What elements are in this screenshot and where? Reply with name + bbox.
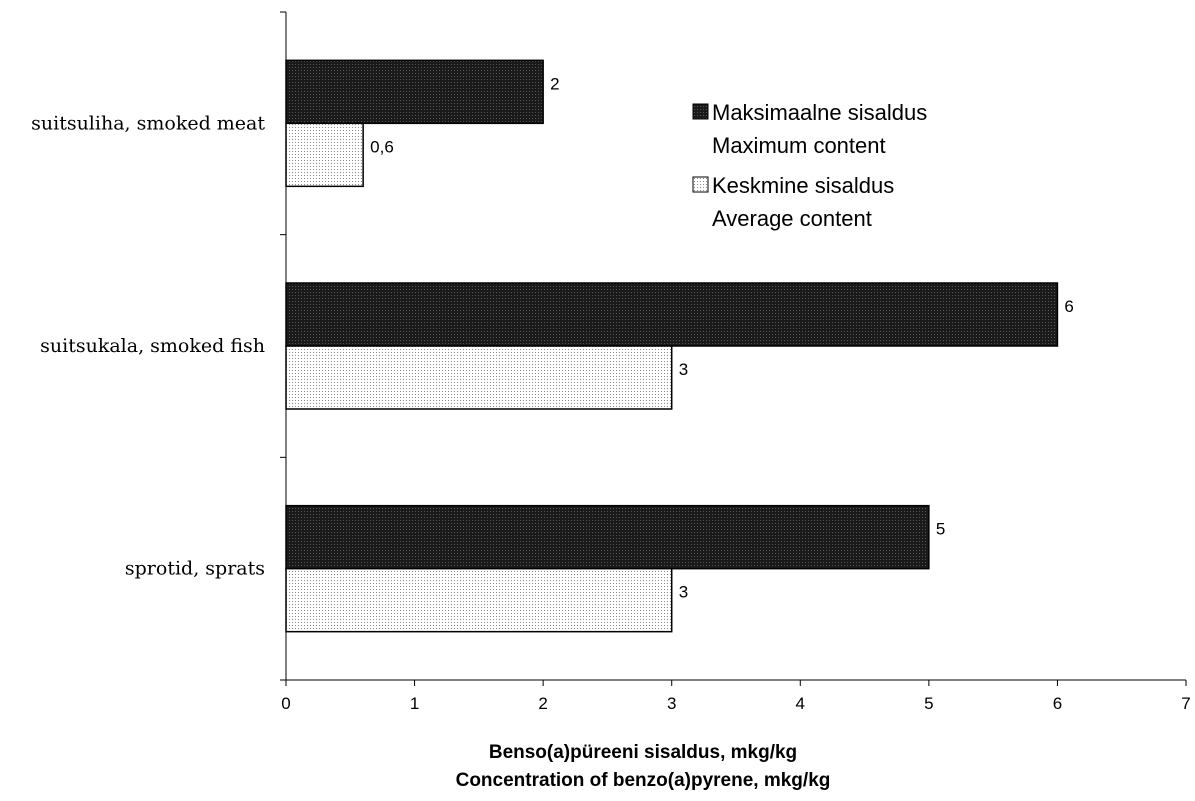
bar-max [285, 504, 930, 570]
x-tick-label: 5 [924, 694, 933, 713]
x-tick-label: 2 [538, 694, 547, 713]
data-label: 3 [679, 360, 688, 379]
x-tick-label: 3 [667, 694, 676, 713]
data-label: 5 [936, 520, 945, 539]
legend-label-avg: Keskmine sisaldus [712, 173, 894, 198]
bar-avg [285, 122, 364, 188]
legend: Maksimaalne sisaldus Maximum content Kes… [692, 100, 927, 231]
legend-label-max: Maksimaalne sisaldus [712, 100, 927, 125]
category-label: sprotid, sprats [125, 558, 265, 580]
x-tick-label: 7 [1181, 694, 1190, 713]
legend-swatch-max [692, 103, 709, 120]
category-label: suitsukala, smoked fish [40, 335, 265, 357]
bar-avg [285, 567, 673, 633]
x-tick-label: 0 [281, 694, 290, 713]
legend-swatch-avg [692, 176, 709, 193]
x-tick-label: 6 [1053, 694, 1062, 713]
x-tick-label: 1 [410, 694, 419, 713]
bar-avg [285, 345, 673, 410]
data-label: 3 [679, 583, 688, 602]
data-label: 2 [550, 74, 559, 93]
x-tick-label: 4 [796, 694, 805, 713]
legend-label-avg-en: Average content [712, 206, 872, 231]
bar-max [285, 282, 1059, 347]
bar-max [285, 59, 544, 125]
legend-label-max-en: Maximum content [712, 133, 886, 158]
data-label: 6 [1064, 297, 1073, 316]
x-axis-label-en: Concentration of benzo(a)pyrene, mkg/kg [456, 770, 831, 791]
data-label: 0,6 [370, 137, 394, 156]
category-label: suitsuliha, smoked meat [31, 112, 265, 134]
x-axis-label: Benso(a)püreeni sisaldus, mkg/kg [489, 742, 797, 763]
